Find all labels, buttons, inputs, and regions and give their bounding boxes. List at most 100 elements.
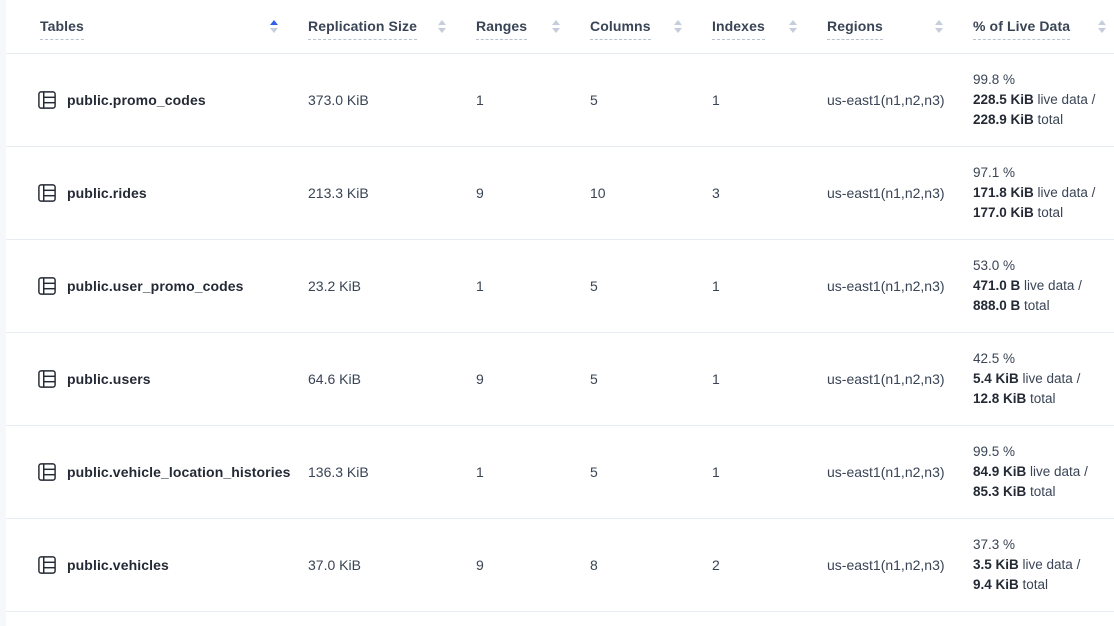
sort-icon[interactable] (270, 20, 278, 33)
indexes-value: 2 (712, 557, 720, 573)
regions-value: us-east1(n1,n2,n3) (827, 278, 945, 294)
columns-value: 5 (590, 371, 598, 387)
indexes-value: 1 (712, 278, 720, 294)
table-icon (38, 91, 56, 109)
table-name-link[interactable]: public.users (67, 371, 151, 387)
regions-value: us-east1(n1,n2,n3) (827, 557, 945, 573)
live-data-cell: 97.1 % 171.8 KiB live data / 177.0 KiB t… (965, 163, 1114, 223)
table-name-cell: public.user_promo_codes (6, 277, 300, 295)
live-data-percent: 53.0 % (973, 258, 1016, 273)
live-data-cell: 42.5 % 5.4 KiB live data / 12.8 KiB tota… (965, 349, 1114, 409)
ranges-value: 1 (476, 92, 484, 108)
regions-value: us-east1(n1,n2,n3) (827, 185, 945, 201)
live-data-amount-line: 471.0 B live data / (973, 278, 1082, 293)
live-data-total-line: 12.8 KiB total (973, 391, 1056, 406)
table-name-cell: public.rides (6, 184, 300, 202)
replication-size-value: 213.3 KiB (308, 185, 369, 201)
live-data-total-line: 9.4 KiB total (973, 577, 1049, 592)
indexes-value: 3 (712, 185, 720, 201)
live-data-cell: 99.8 % 228.5 KiB live data / 228.9 KiB t… (965, 70, 1114, 130)
column-header-ranges-label: Ranges (476, 18, 528, 40)
column-header-live-data[interactable]: % of Live Data (965, 0, 1114, 53)
column-header-tables[interactable]: Tables (6, 0, 300, 53)
ranges-value: 9 (476, 557, 484, 573)
column-header-regions-label: Regions (827, 18, 883, 40)
live-data-cell: 99.5 % 84.9 KiB live data / 85.3 KiB tot… (965, 442, 1114, 502)
columns-value: 5 (590, 92, 598, 108)
column-header-columns[interactable]: Columns (582, 0, 704, 53)
indexes-value: 1 (712, 371, 720, 387)
column-header-replication-size-label: Replication Size (308, 18, 417, 40)
sort-icon[interactable] (552, 20, 560, 33)
table-row[interactable]: public.vehicles 37.0 KiB 9 8 2 us-east1(… (6, 519, 1114, 612)
sort-icon[interactable] (438, 20, 446, 33)
column-header-regions[interactable]: Regions (819, 0, 965, 53)
columns-value: 5 (590, 278, 598, 294)
table-icon (38, 556, 56, 574)
live-data-total-line: 888.0 B total (973, 298, 1050, 313)
column-header-columns-label: Columns (590, 18, 651, 40)
ranges-value: 1 (476, 464, 484, 480)
table-name-link[interactable]: public.vehicle_location_histories (67, 464, 291, 480)
table-row[interactable]: public.user_promo_codes 23.2 KiB 1 5 1 u… (6, 240, 1114, 333)
live-data-amount-line: 5.4 KiB live data / (973, 371, 1081, 386)
live-data-amount-line: 3.5 KiB live data / (973, 557, 1081, 572)
sort-icon[interactable] (1098, 20, 1106, 33)
column-header-ranges[interactable]: Ranges (468, 0, 582, 53)
table-name-cell: public.promo_codes (6, 91, 300, 109)
table-name-cell: public.users (6, 370, 300, 388)
live-data-percent: 42.5 % (973, 351, 1016, 366)
table-row[interactable]: public.vehicle_location_histories 136.3 … (6, 426, 1114, 519)
table-name-cell: public.vehicle_location_histories (6, 463, 300, 481)
live-data-percent: 99.8 % (973, 72, 1016, 87)
table-header-row: Tables Replication Size Ranges Columns I… (6, 0, 1114, 54)
column-header-indexes-label: Indexes (712, 18, 765, 40)
table-name-link[interactable]: public.rides (67, 185, 147, 201)
regions-value: us-east1(n1,n2,n3) (827, 464, 945, 480)
live-data-total-line: 85.3 KiB total (973, 484, 1056, 499)
live-data-total-line: 177.0 KiB total (973, 205, 1064, 220)
live-data-total-line: 228.9 KiB total (973, 112, 1064, 127)
sort-icon[interactable] (674, 20, 682, 33)
table-row[interactable]: public.rides 213.3 KiB 9 10 3 us-east1(n… (6, 147, 1114, 240)
live-data-amount-line: 171.8 KiB live data / (973, 185, 1096, 200)
live-data-cell: 53.0 % 471.0 B live data / 888.0 B total (965, 256, 1114, 316)
live-data-cell: 37.3 % 3.5 KiB live data / 9.4 KiB total (965, 535, 1114, 595)
column-header-indexes[interactable]: Indexes (704, 0, 819, 53)
table-name-link[interactable]: public.vehicles (67, 557, 169, 573)
live-data-percent: 97.1 % (973, 165, 1016, 180)
table-icon (38, 184, 56, 202)
ranges-value: 9 (476, 185, 484, 201)
indexes-value: 1 (712, 92, 720, 108)
replication-size-value: 64.6 KiB (308, 371, 361, 387)
table-icon (38, 463, 56, 481)
table-icon (38, 277, 56, 295)
replication-size-value: 373.0 KiB (308, 92, 369, 108)
column-header-live-data-label: % of Live Data (973, 18, 1071, 40)
database-tables-table: Tables Replication Size Ranges Columns I… (6, 0, 1114, 612)
live-data-percent: 37.3 % (973, 537, 1016, 552)
live-data-amount-line: 228.5 KiB live data / (973, 92, 1096, 107)
columns-value: 8 (590, 557, 598, 573)
sort-icon[interactable] (935, 20, 943, 33)
table-name-link[interactable]: public.user_promo_codes (67, 278, 244, 294)
live-data-percent: 99.5 % (973, 444, 1016, 459)
ranges-value: 1 (476, 278, 484, 294)
table-body: public.promo_codes 373.0 KiB 1 5 1 us-ea… (6, 54, 1114, 612)
table-name-cell: public.vehicles (6, 556, 300, 574)
page-left-gutter (0, 0, 6, 626)
replication-size-value: 37.0 KiB (308, 557, 361, 573)
column-header-replication-size[interactable]: Replication Size (300, 0, 468, 53)
table-icon (38, 370, 56, 388)
columns-value: 10 (590, 185, 606, 201)
live-data-amount-line: 84.9 KiB live data / (973, 464, 1088, 479)
indexes-value: 1 (712, 464, 720, 480)
table-row[interactable]: public.promo_codes 373.0 KiB 1 5 1 us-ea… (6, 54, 1114, 147)
sort-icon[interactable] (789, 20, 797, 33)
columns-value: 5 (590, 464, 598, 480)
replication-size-value: 136.3 KiB (308, 464, 369, 480)
table-row[interactable]: public.users 64.6 KiB 9 5 1 us-east1(n1,… (6, 333, 1114, 426)
ranges-value: 9 (476, 371, 484, 387)
table-name-link[interactable]: public.promo_codes (67, 92, 206, 108)
